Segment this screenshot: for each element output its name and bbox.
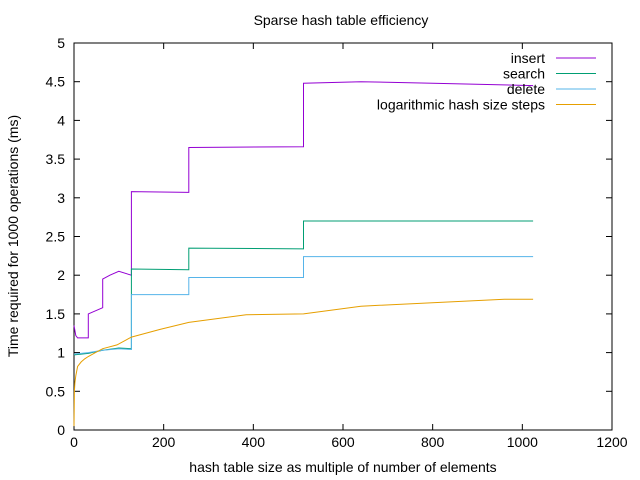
series-line-search — [73, 220, 534, 356]
y-tick-label: 1 — [57, 345, 65, 361]
x-tick-label: 1200 — [596, 434, 627, 450]
plot-frame — [73, 42, 613, 431]
y-tick-label: 3.5 — [46, 151, 66, 167]
y-tick-label: 3 — [57, 190, 65, 206]
x-tick-label: 600 — [331, 434, 355, 450]
legend-label: insert — [511, 50, 545, 66]
y-tick-label: 2 — [57, 267, 65, 283]
legend-label: search — [503, 66, 545, 82]
legend-label: delete — [507, 81, 545, 97]
y-tick-label: 0.5 — [46, 383, 66, 399]
series-layer — [73, 81, 534, 427]
series-line-logarithmic-hash-size-steps — [73, 298, 534, 427]
x-tick-label: 0 — [70, 434, 78, 450]
chart-title: Sparse hash table efficiency — [254, 12, 429, 28]
series-line-insert — [73, 81, 534, 339]
x-tick-label: 1000 — [507, 434, 538, 450]
x-tick-label: 800 — [421, 434, 445, 450]
y-tick-label: 0 — [57, 422, 65, 438]
legend-label: logarithmic hash size steps — [377, 97, 545, 113]
y-axis-label: Time required for 1000 operations (ms) — [5, 115, 21, 357]
y-tick-label: 2.5 — [46, 229, 66, 245]
y-tick-label: 5 — [57, 35, 65, 51]
y-tick-label: 4.5 — [46, 74, 66, 90]
series-line-delete — [73, 256, 534, 355]
y-tick-label: 4 — [57, 112, 65, 128]
x-tick-label: 200 — [152, 434, 176, 450]
axis-ticks: 0 200 400 600 800 1000 1200 0 0.5 1 1.5 2 2.5 3 3.5 4 4.… — [46, 35, 628, 450]
x-axis-label: hash table size as multiple of number of… — [189, 459, 496, 475]
x-tick-label: 400 — [242, 434, 266, 450]
y-tick-label: 1.5 — [46, 306, 66, 322]
